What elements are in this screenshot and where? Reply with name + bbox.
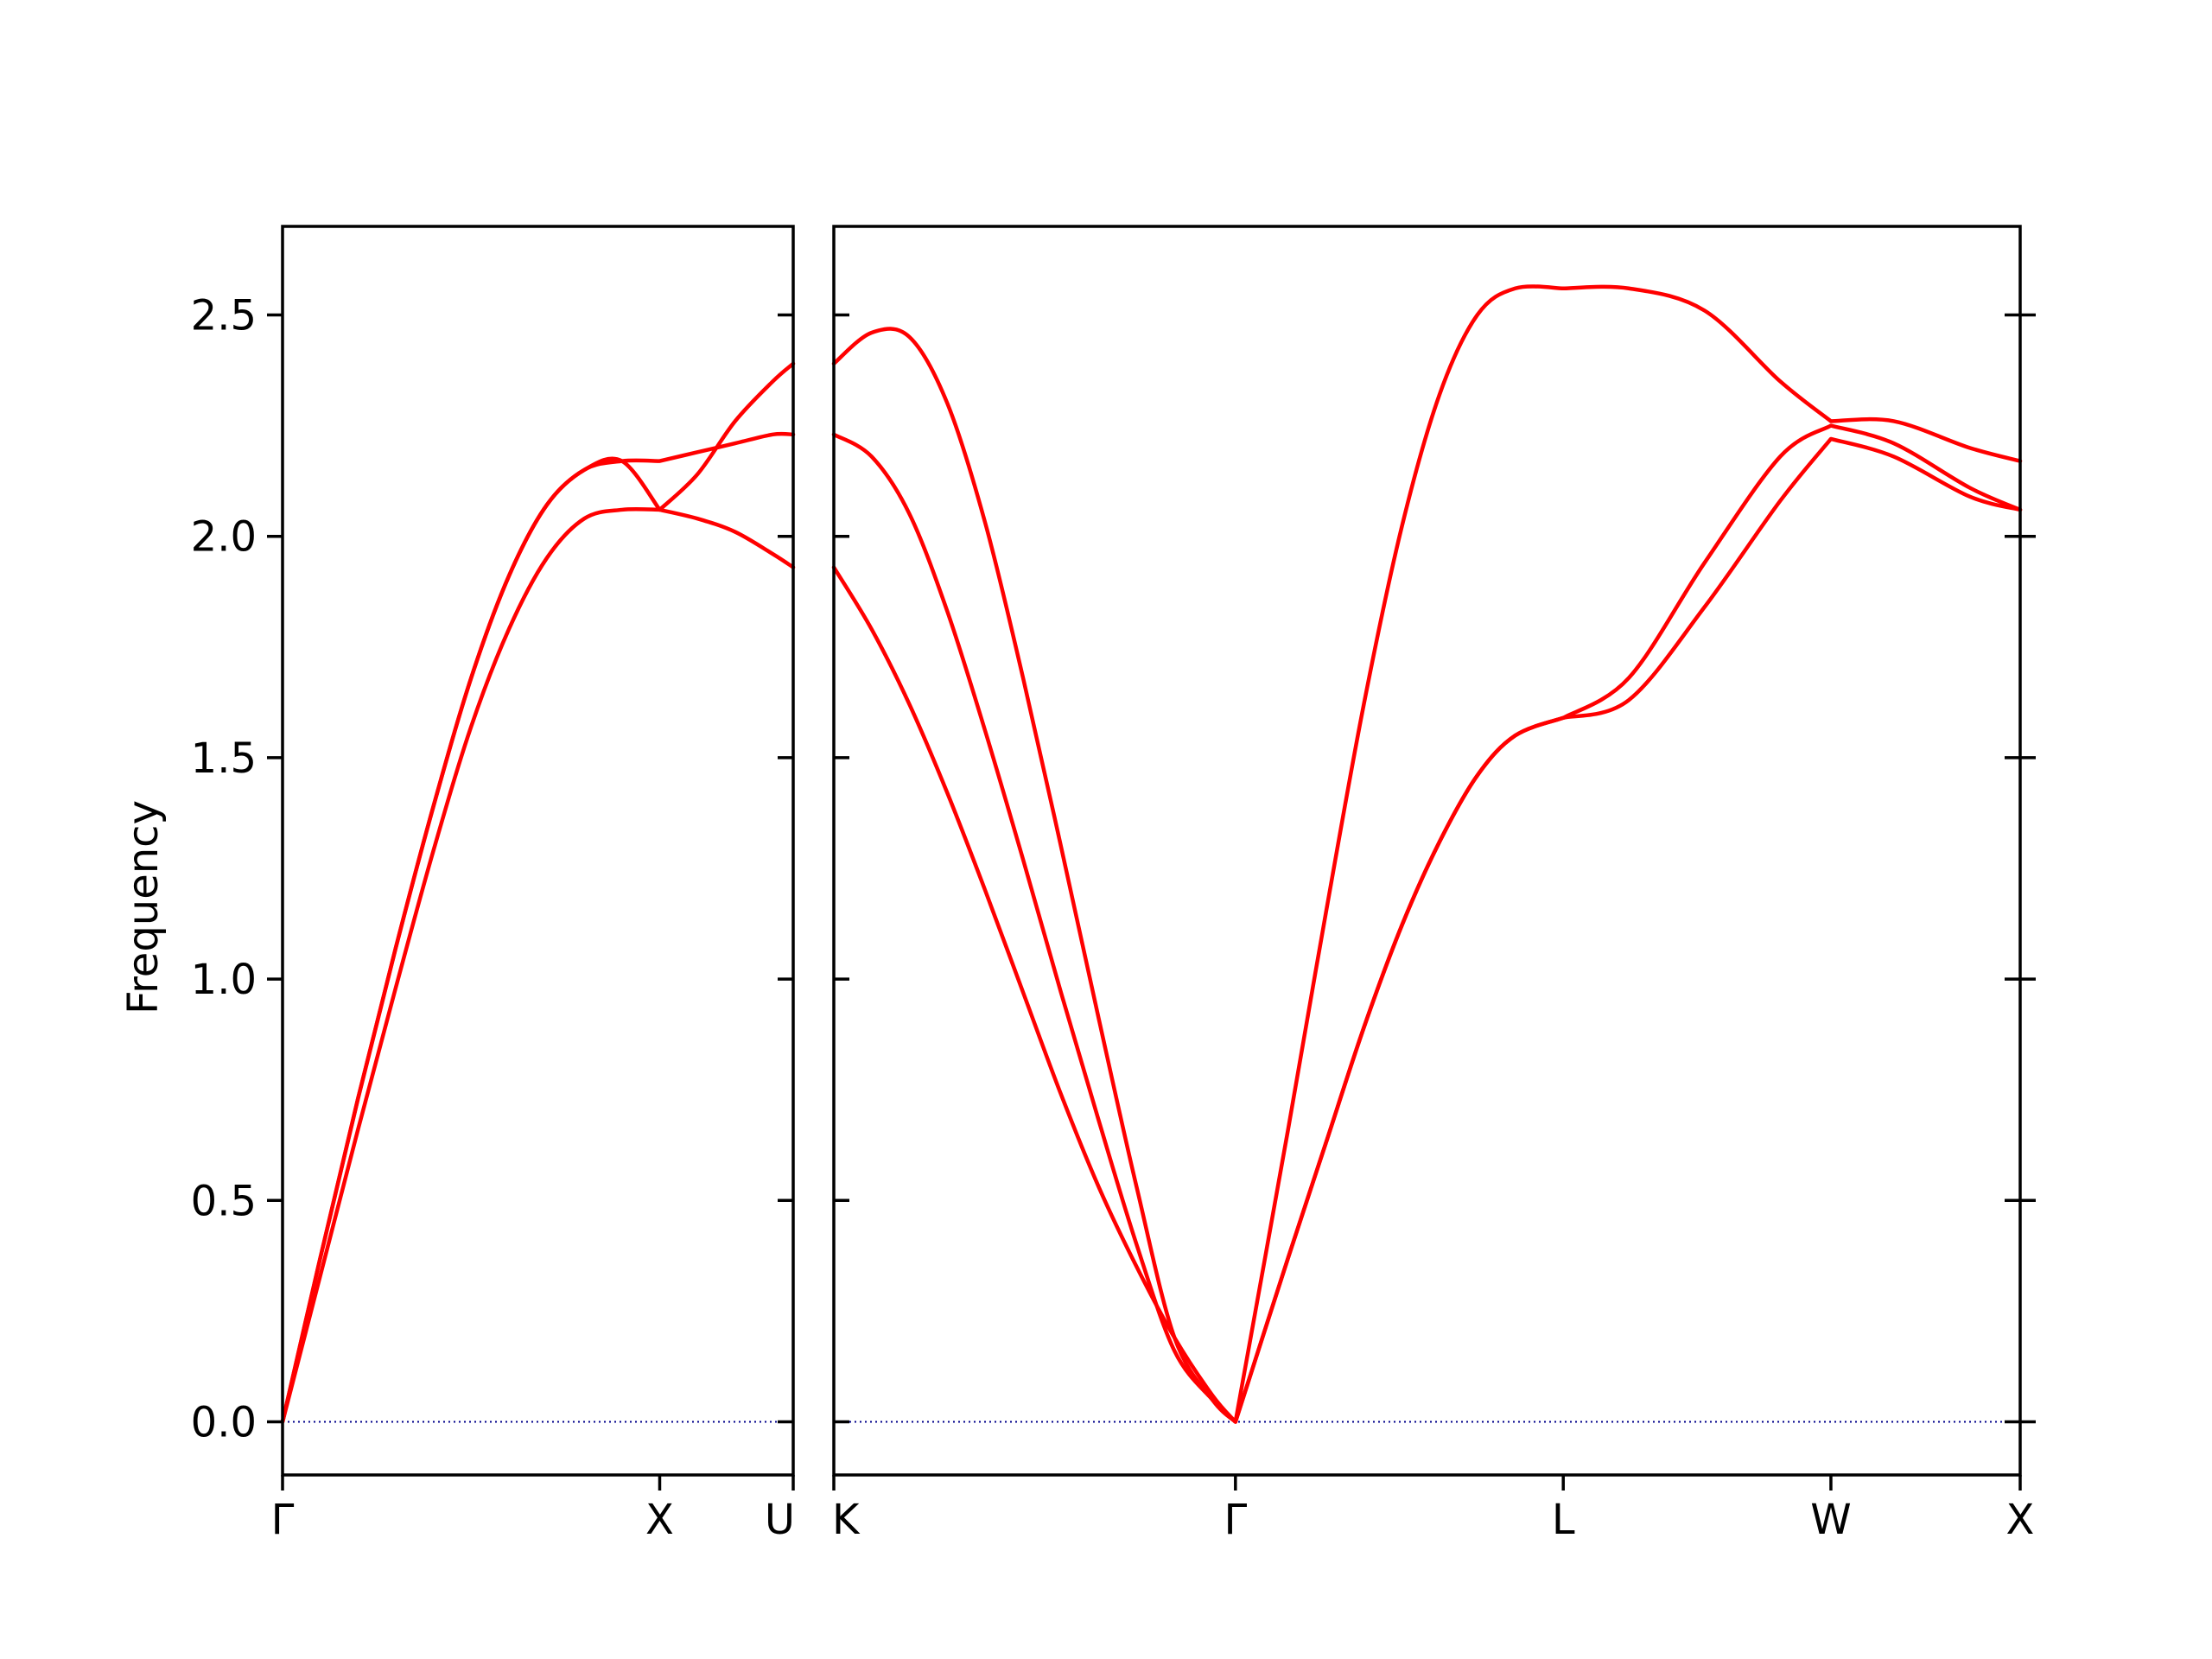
band-curve-1: [831, 436, 2023, 1424]
y-tick-label: 1.5: [191, 734, 257, 783]
x-tick-label: X: [2006, 1496, 2035, 1544]
band-curve-1: [280, 506, 796, 1424]
x-tick-label: Γ: [271, 1496, 295, 1544]
y-tick-label: 1.0: [191, 956, 257, 1004]
x-tick-label: U: [765, 1496, 795, 1544]
band-curve-2: [831, 423, 2023, 1424]
x-tick-label: K: [832, 1496, 861, 1544]
x-tick-label: X: [645, 1496, 674, 1544]
y-tick-label: 2.5: [191, 291, 257, 340]
x-tick-label: L: [1552, 1496, 1575, 1544]
y-axis-label: Frequency: [119, 800, 168, 1014]
y-tick-label: 0.5: [191, 1177, 257, 1225]
axis-ticks: [267, 313, 2036, 1491]
band-curve-3: [831, 284, 2023, 1424]
x-tick-label: W: [1810, 1496, 1851, 1544]
axes-frames: [281, 225, 2022, 1477]
band-curve-3: [280, 431, 796, 1424]
y-tick-label: 2.0: [191, 513, 257, 562]
tick-labels: 0.0 0.5 1.0 1.5 2.0 2.5 Γ X U K Γ L W X: [191, 291, 2035, 1544]
panel-frame: [832, 225, 2022, 1477]
x-tick-label: Γ: [1224, 1496, 1247, 1544]
band-curve-2: [280, 361, 796, 1424]
band-curves: [280, 284, 2023, 1424]
y-tick-label: 0.0: [191, 1399, 257, 1447]
panel-frame: [281, 225, 795, 1477]
